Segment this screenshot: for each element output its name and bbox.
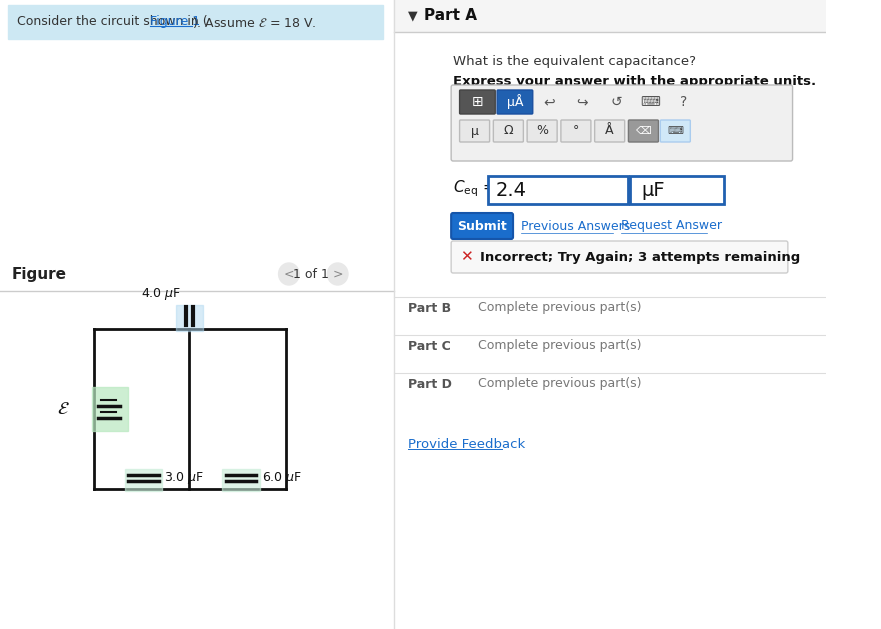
Text: Complete previous part(s): Complete previous part(s) [478, 340, 642, 352]
Text: %: % [537, 125, 548, 138]
Text: ↪: ↪ [577, 95, 589, 109]
Text: 6.0 $\mu$F: 6.0 $\mu$F [262, 470, 302, 486]
Text: Previous Answers: Previous Answers [522, 220, 631, 233]
Text: Request Answer: Request Answer [621, 220, 722, 233]
Circle shape [328, 263, 348, 285]
Circle shape [278, 263, 300, 285]
Text: 4.0 $\mu$F: 4.0 $\mu$F [141, 286, 181, 302]
Text: μ: μ [470, 125, 478, 138]
Bar [394, 0, 826, 31]
Text: 2.4: 2.4 [495, 181, 526, 199]
Text: Å: Å [605, 125, 614, 138]
Text: <: < [284, 267, 294, 281]
Text: ↩: ↩ [543, 95, 554, 109]
FancyBboxPatch shape [497, 90, 533, 114]
Text: Part A: Part A [424, 9, 477, 23]
Bar [125, 469, 162, 491]
Text: Incorrect; Try Again; 3 attempts remaining: Incorrect; Try Again; 3 attempts remaini… [480, 250, 801, 264]
Text: ⌫: ⌫ [635, 126, 651, 136]
Text: Part B: Part B [408, 301, 451, 314]
Text: $C_{\rm eq}$ =: $C_{\rm eq}$ = [453, 179, 495, 199]
Bar [92, 387, 128, 431]
Bar [488, 176, 628, 204]
FancyBboxPatch shape [661, 120, 691, 142]
Text: Figure 1: Figure 1 [150, 16, 200, 28]
FancyBboxPatch shape [561, 120, 591, 142]
Text: μÅ: μÅ [507, 94, 523, 109]
Text: Provide Feedback: Provide Feedback [408, 438, 525, 450]
Text: Complete previous part(s): Complete previous part(s) [478, 377, 642, 391]
FancyBboxPatch shape [451, 241, 788, 273]
Text: °: ° [573, 125, 579, 138]
FancyBboxPatch shape [527, 120, 557, 142]
Bar [394, 0, 826, 629]
Text: ↺: ↺ [611, 95, 622, 109]
Text: Ω: Ω [504, 125, 513, 138]
Text: ⌨: ⌨ [640, 95, 660, 109]
Text: 1 of 1: 1 of 1 [293, 267, 329, 281]
FancyBboxPatch shape [628, 120, 658, 142]
Text: ⌨: ⌨ [667, 126, 684, 136]
Text: ✕: ✕ [460, 250, 472, 265]
Text: What is the equivalent capacitance?: What is the equivalent capacitance? [453, 55, 696, 69]
Text: Submit: Submit [457, 220, 507, 233]
Text: Part D: Part D [408, 377, 452, 391]
Bar [8, 5, 382, 39]
Text: 3.0 $\mu$F: 3.0 $\mu$F [164, 470, 204, 486]
FancyBboxPatch shape [451, 85, 793, 161]
FancyBboxPatch shape [460, 90, 495, 114]
FancyBboxPatch shape [451, 213, 513, 239]
Text: Consider the circuit shown in (: Consider the circuit shown in ( [17, 16, 208, 28]
Bar [176, 305, 203, 331]
Text: Complete previous part(s): Complete previous part(s) [478, 301, 642, 314]
Text: ⊞: ⊞ [471, 95, 483, 109]
Text: Figure: Figure [11, 267, 66, 282]
Text: Part C: Part C [408, 340, 451, 352]
Text: $\mathcal{E}$: $\mathcal{E}$ [57, 400, 70, 418]
Text: μF: μF [641, 181, 665, 199]
Text: >: > [332, 267, 343, 281]
Text: Express your answer with the appropriate units.: Express your answer with the appropriate… [453, 75, 816, 89]
Bar [630, 176, 724, 204]
Text: ). Assume $\mathcal{E}$ = 18 V.: ). Assume $\mathcal{E}$ = 18 V. [192, 14, 317, 30]
FancyBboxPatch shape [493, 120, 523, 142]
Text: ?: ? [680, 95, 687, 109]
FancyBboxPatch shape [595, 120, 625, 142]
Bar [0, 0, 394, 629]
Bar [222, 469, 260, 491]
Text: ▼: ▼ [408, 9, 418, 23]
FancyBboxPatch shape [460, 120, 490, 142]
